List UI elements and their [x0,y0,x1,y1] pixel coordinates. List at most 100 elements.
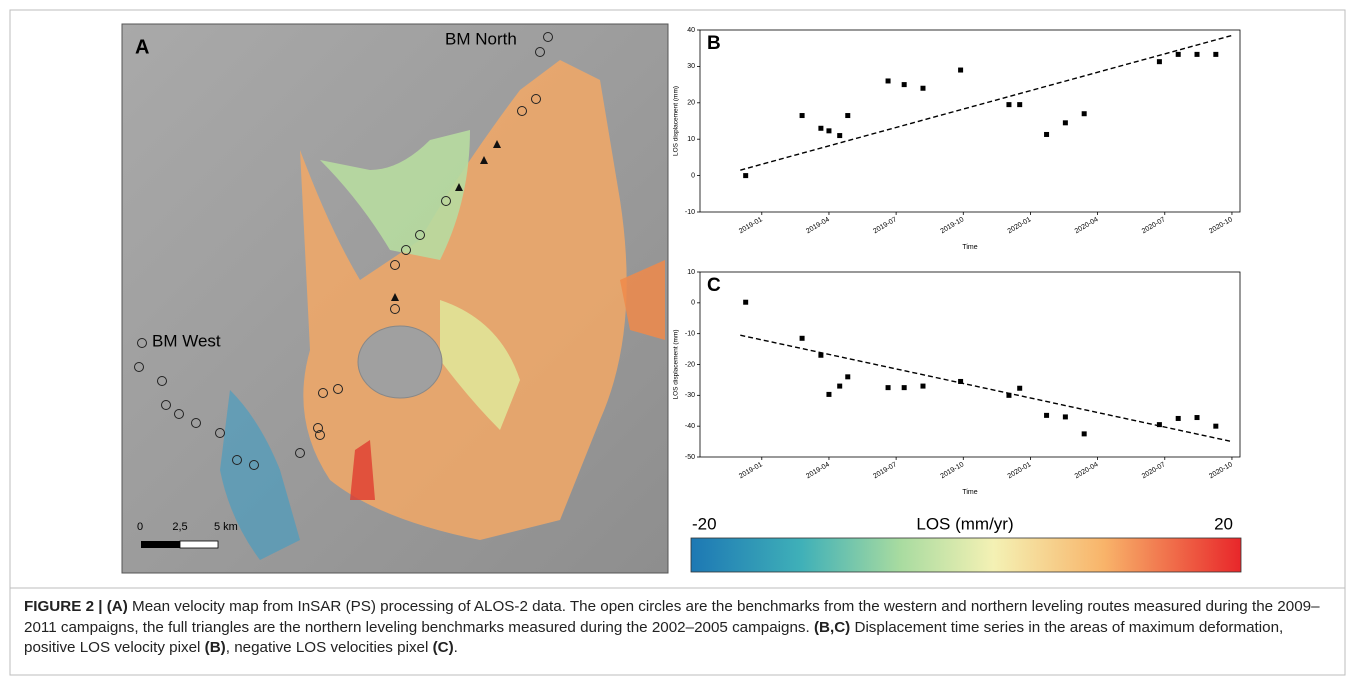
colorbar-label: LOS (mm/yr) [916,514,1013,533]
data-point [1175,51,1181,57]
data-point [885,385,891,391]
map-blue-area [220,390,300,560]
data-point [799,113,805,119]
caption-text: FIGURE 2 | (A) [24,598,128,615]
scale-bar-black [141,541,180,548]
scale-bar-white [179,540,219,549]
colorbar [690,537,1242,573]
y-tick-label: 30 [687,63,695,70]
y-tick-label: 20 [687,100,695,107]
x-axis-label: Time [962,489,977,496]
y-tick-label: -30 [685,392,695,399]
map-panel: A BM North BM West 0 2,5 5 km [121,23,669,574]
data-point [958,67,964,73]
triangle-markers [391,140,501,301]
data-point [1194,51,1200,57]
scale-label: 2,5 [172,521,187,533]
caption-text: (C) [432,639,454,656]
data-point [1044,412,1050,418]
x-axis-label: Time [962,244,977,251]
data-point [1006,102,1012,108]
data-point [1175,415,1181,421]
map-uplift-area [300,60,627,540]
map-orange-patch [620,260,665,340]
caption-text: (B) [204,639,226,656]
data-point [826,128,832,134]
data-point [845,374,851,380]
map-label: BM North [445,29,517,48]
x-tick-label: 2019-01 [738,461,764,480]
map-green-area [320,130,470,260]
map-crater [357,325,443,399]
data-point [885,78,891,84]
caption-text: . [453,639,458,656]
data-point [845,113,851,119]
x-tick-label: 2020-10 [1208,216,1234,235]
y-tick-label: 10 [687,269,695,276]
data-point [958,378,964,384]
x-tick-label: 2020-07 [1141,461,1167,480]
data-point [826,391,832,397]
data-point [1017,385,1023,391]
y-tick-label: -20 [685,361,695,368]
map-red-patch [350,440,375,500]
caption: FIGURE 2 | (A) Mean velocity map from In… [24,597,1334,659]
data-point [1062,414,1068,420]
y-tick-label: 0 [691,172,695,179]
data-point [920,383,926,389]
y-tick-label: 0 [691,300,695,307]
y-tick-label: -10 [685,331,695,338]
data-point [1062,120,1068,126]
trend-line [740,34,1233,171]
map-yellow-area [440,300,520,430]
panel-letter: A [135,36,149,58]
y-axis-label: LOS displacement (mm) [673,329,680,399]
data-point [1194,415,1200,421]
data-point [1017,102,1023,108]
data-point [1156,422,1162,428]
trend-line [740,334,1233,443]
x-tick-label: 2019-07 [872,216,898,235]
data-point [799,335,805,341]
caption-text: Mean velocity map from InSAR (PS) proces… [24,598,1320,636]
y-axis-label: LOS displacement (mm) [673,86,680,156]
data-point [920,85,926,91]
data-point [1044,131,1050,137]
x-tick-label: 2020-07 [1141,216,1167,235]
x-tick-label: 2019-04 [805,216,831,235]
y-tick-label: 40 [687,27,695,34]
circle-markers [134,32,553,470]
y-tick-label: -10 [685,209,695,216]
x-tick-label: 2019-04 [805,461,831,480]
x-tick-label: 2019-07 [872,461,898,480]
x-tick-label: 2020-04 [1074,461,1100,480]
x-tick-label: 2019-01 [738,216,764,235]
data-point [818,352,824,358]
colorbar-min: -20 [692,514,717,533]
data-point [743,299,749,305]
data-point [1081,111,1087,117]
colorbar-max: 20 [1214,514,1233,533]
x-tick-label: 2019-10 [939,461,965,480]
x-tick-label: 2020-01 [1007,216,1033,235]
caption-text: Displacement time series in the areas of… [24,618,1284,657]
data-point [1006,392,1012,398]
caption-text: (B,C) [813,618,851,636]
data-point [1213,423,1219,429]
map-label: BM West [152,331,221,350]
x-tick-label: 2020-10 [1208,461,1234,480]
x-tick-label: 2019-10 [939,216,965,235]
data-point [743,173,749,179]
data-point [901,82,907,88]
plot-frame [699,29,1241,213]
x-tick-label: 2020-01 [1007,461,1033,480]
y-tick-label: -40 [685,423,695,430]
data-point [1213,51,1219,57]
data-point [837,133,843,139]
data-point [901,385,907,391]
y-tick-label: 10 [687,136,695,143]
panel-letter: C [707,275,721,296]
y-tick-label: -50 [685,454,695,461]
